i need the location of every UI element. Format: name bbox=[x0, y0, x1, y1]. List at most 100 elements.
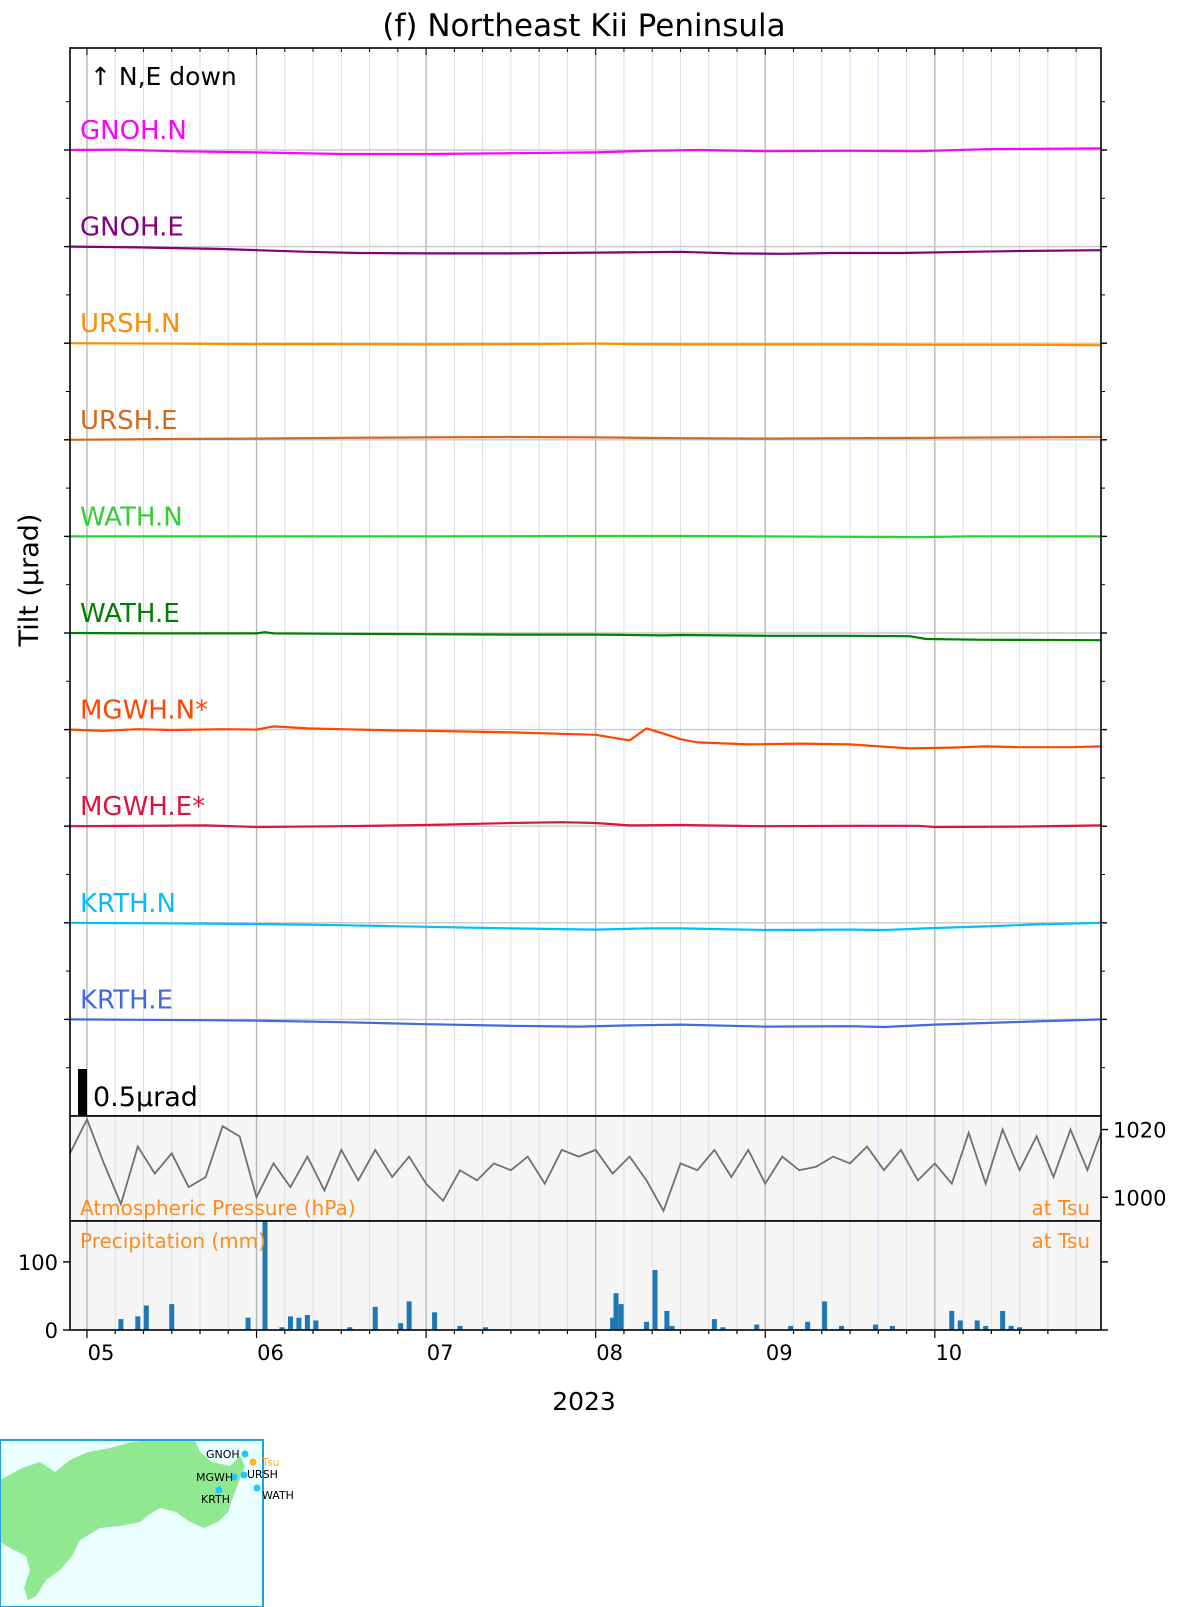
series-label: KRTH.N bbox=[80, 889, 176, 919]
precip-bar bbox=[279, 1327, 285, 1330]
map-station-dot bbox=[215, 1486, 223, 1494]
precip-bar bbox=[398, 1323, 404, 1330]
pressure-y-ticks: 1000 1020 bbox=[1101, 1119, 1166, 1210]
precip-bar bbox=[610, 1317, 616, 1330]
map-station-label: URSH bbox=[247, 1468, 278, 1481]
precip-panel-bg bbox=[70, 1221, 1101, 1330]
x-axis-ticks: 05 06 07 08 09 10 bbox=[86, 1330, 1077, 1365]
series-label: KRTH.E bbox=[80, 985, 173, 1015]
series-label: URSH.N bbox=[80, 309, 180, 339]
series-line-wathe bbox=[69, 631, 1102, 642]
tilt-y-ticks bbox=[64, 101, 1107, 1069]
precip-bar bbox=[711, 1319, 717, 1330]
precip-bar bbox=[720, 1327, 726, 1330]
precip-bar bbox=[949, 1310, 955, 1330]
precip-bar bbox=[143, 1305, 149, 1330]
precip-bar bbox=[822, 1301, 828, 1330]
map-station-dot bbox=[253, 1484, 261, 1492]
series-label: URSH.E bbox=[80, 406, 177, 436]
x-tick-label: 07 bbox=[427, 1341, 454, 1365]
precip-bar bbox=[618, 1304, 624, 1330]
precip-grid bbox=[86, 1221, 1077, 1330]
precip-bar bbox=[372, 1306, 378, 1330]
pressure-grid bbox=[86, 1116, 1077, 1221]
x-tick-label: 09 bbox=[766, 1341, 793, 1365]
precip-panel-frame bbox=[69, 1220, 1102, 1331]
map-station-label: MGWH bbox=[196, 1471, 233, 1484]
map-station-label: GNOH bbox=[206, 1448, 240, 1461]
tilt-panel: GNOH.N GNOH.E URSH.N URSH.E WATH.N WATH.E MGWH… bbox=[64, 47, 1107, 1117]
pressure-station-label: at Tsu bbox=[1032, 1196, 1090, 1220]
precip-bar bbox=[974, 1320, 980, 1330]
pressure-y-tick-label: 1020 bbox=[1113, 1119, 1166, 1143]
series-label: MGWH.E* bbox=[80, 792, 205, 822]
direction-note: ↑ N,E down bbox=[90, 62, 237, 91]
x-axis-label: 2023 bbox=[552, 1387, 616, 1416]
precip-bar bbox=[296, 1317, 302, 1330]
tilt-series-labels: GNOH.N GNOH.E URSH.N URSH.E WATH.N WATH.E MGWH… bbox=[80, 116, 208, 1015]
map-station-dot bbox=[241, 1450, 249, 1458]
series-label: WATH.E bbox=[80, 599, 180, 629]
precip-bar bbox=[652, 1270, 658, 1330]
precip-bar bbox=[262, 1221, 268, 1330]
precip-bar bbox=[983, 1325, 989, 1330]
precip-bar bbox=[135, 1316, 141, 1330]
precip-bar bbox=[482, 1327, 488, 1330]
map-station-label: Tsu bbox=[261, 1456, 280, 1469]
precip-bar bbox=[304, 1315, 310, 1330]
precip-bar bbox=[313, 1320, 319, 1330]
tilt-panel-frame bbox=[69, 47, 1102, 1117]
precip-bar bbox=[839, 1325, 845, 1330]
precip-y-tick-label: 100 bbox=[18, 1251, 58, 1275]
precip-bar bbox=[805, 1321, 811, 1330]
precip-bar bbox=[664, 1310, 670, 1330]
precip-bar bbox=[432, 1312, 438, 1330]
x-tick-label: 08 bbox=[596, 1341, 623, 1365]
map-station-label: WATH bbox=[262, 1489, 294, 1502]
series-line-wathn bbox=[70, 534, 1101, 539]
precip-bar bbox=[118, 1319, 124, 1330]
precip-y-ticks: 0 100 bbox=[18, 1251, 1108, 1343]
series-line-krthn bbox=[69, 921, 1102, 932]
precip-bar bbox=[669, 1325, 675, 1330]
precip-bar bbox=[245, 1317, 251, 1330]
series-label: MGWH.N* bbox=[80, 696, 208, 726]
precip-bar bbox=[1000, 1310, 1006, 1330]
pressure-line bbox=[69, 1117, 1102, 1213]
precip-bar bbox=[754, 1324, 760, 1330]
precip-bar bbox=[644, 1321, 650, 1330]
precipitation-panel: 0 100 05 06 07 08 09 10 Precipitation (mm) at … bbox=[18, 1220, 1108, 1365]
precip-bar bbox=[287, 1316, 293, 1330]
pressure-series-group bbox=[69, 1117, 1102, 1213]
x-tick-label: 10 bbox=[935, 1341, 962, 1365]
tilt-x-ticks-top bbox=[86, 48, 1077, 55]
precip-bar bbox=[889, 1325, 895, 1330]
map-station-label: KRTH bbox=[201, 1493, 230, 1506]
y-axis-label: Tilt (μrad) bbox=[14, 514, 45, 648]
precip-bar bbox=[1017, 1327, 1023, 1330]
pressure-y-tick-label: 1000 bbox=[1113, 1186, 1166, 1210]
precip-bar bbox=[872, 1324, 878, 1330]
precip-bar bbox=[1008, 1325, 1014, 1330]
location-map: GNOH Tsu MGWH URSH KRTH WATH bbox=[0, 1439, 294, 1607]
scale-bar bbox=[78, 1069, 87, 1115]
series-line-urshn bbox=[69, 342, 1102, 347]
precip-bar bbox=[788, 1325, 794, 1330]
precip-bar bbox=[457, 1325, 463, 1330]
tilt-grid bbox=[70, 48, 1101, 1116]
map-land bbox=[0, 1440, 245, 1600]
series-line-gnohn bbox=[69, 147, 1102, 156]
figure-title: (f) Northeast Kii Peninsula bbox=[382, 8, 785, 44]
precip-bar bbox=[957, 1320, 963, 1330]
series-label: WATH.N bbox=[80, 502, 183, 532]
precip-bar bbox=[406, 1301, 412, 1330]
precip-station-label: at Tsu bbox=[1032, 1229, 1090, 1253]
series-line-mgwhn bbox=[69, 725, 1102, 750]
pressure-label: Atmospheric Pressure (hPa) bbox=[80, 1196, 356, 1220]
series-line-gnohe bbox=[69, 245, 1102, 255]
map-station-dot bbox=[230, 1473, 238, 1481]
precip-bar bbox=[613, 1293, 619, 1330]
precip-bar bbox=[347, 1327, 353, 1330]
x-tick-label: 06 bbox=[257, 1341, 284, 1365]
